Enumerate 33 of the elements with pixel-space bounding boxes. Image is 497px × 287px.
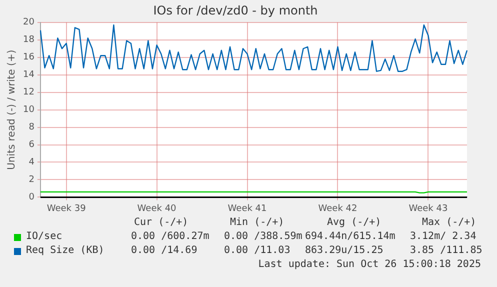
text: Max (-/+) — [422, 217, 476, 228]
text: Min (-/+) — [230, 217, 284, 228]
text: 0.00 /11.03 — [224, 245, 290, 256]
text: 863.29u/15.25 — [305, 245, 384, 256]
text: 0.00 /600.27m — [131, 231, 210, 242]
y-tick-label: 16 — [23, 52, 35, 63]
y-tick-label: 6 — [28, 140, 35, 150]
text: Avg (-/+) — [327, 217, 382, 228]
y-axis-title: Units read (-) / write (+) — [6, 50, 18, 170]
legend-label: Req Size (KB) — [26, 245, 104, 256]
y-tick-label: 2 — [28, 175, 34, 186]
y-tick-label: 4 — [28, 158, 35, 168]
y-tick-label: 20 — [23, 18, 35, 28]
text: 3.85 /111.85 — [410, 245, 482, 256]
text: Last update: Sun Oct 26 15:00:18 2025 — [258, 259, 481, 270]
x-tick-label: Week 39 — [46, 204, 86, 214]
legend-label: IO/sec — [26, 231, 62, 242]
x-tick-label: Week 42 — [318, 204, 358, 214]
y-tick-label: 18 — [23, 35, 35, 46]
text: 3.12m/ 2.34 — [410, 231, 476, 242]
text: 0.00 /388.59m — [224, 231, 302, 242]
y-tick-label: 0 — [28, 192, 35, 203]
y-tick-label: 10 — [23, 105, 35, 116]
y-tick-label: 8 — [28, 122, 35, 133]
x-tick-label: Week 43 — [408, 204, 448, 214]
y-tick-label: 12 — [23, 88, 34, 98]
text: 0.00 /14.69 — [131, 245, 198, 256]
x-tick-label: Week 40 — [137, 204, 177, 214]
x-tick-label: Week 41 — [228, 204, 267, 214]
chart-title: IOs for /dev/zd0 - by month — [153, 3, 318, 18]
y-tick-label: 14 — [23, 70, 35, 80]
text: Cur (-/+) — [134, 217, 188, 228]
text: 694.44n/615.14m — [305, 231, 396, 242]
